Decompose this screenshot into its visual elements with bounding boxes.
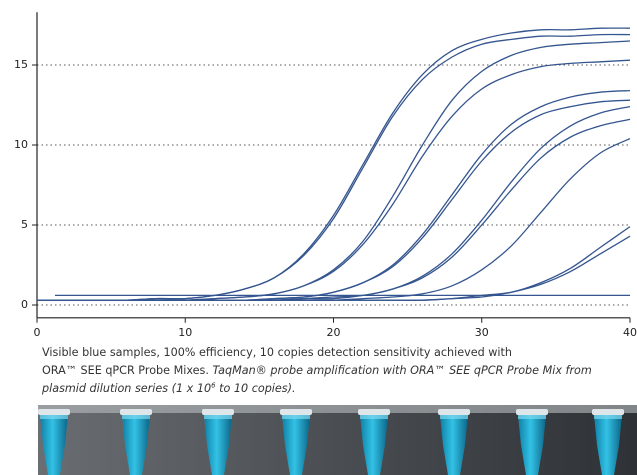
caption-superscript: 6: [211, 381, 216, 390]
x-tick-label: 10: [178, 326, 192, 339]
caption: Visible blue samples, 100% efficiency, 1…: [42, 344, 637, 398]
amplification-curve: [37, 33, 631, 301]
x-tick-label: 40: [623, 326, 637, 339]
x-tick-label: 30: [475, 326, 489, 339]
y-tick-label: 10: [14, 138, 28, 151]
amplification-curve: [37, 89, 631, 301]
x-tick-label: 20: [327, 326, 341, 339]
amplification-curve: [37, 226, 631, 301]
caption-line: Visible blue samples, 100% efficiency, 1…: [42, 346, 512, 359]
x-tick-label: 0: [34, 326, 41, 339]
photo-strip: [38, 405, 637, 413]
y-tick-label: 5: [21, 218, 28, 231]
amplification-curve: [37, 40, 631, 301]
y-tick-label: 15: [14, 58, 28, 71]
amplification-curve: [37, 59, 631, 301]
amplification-curve: [37, 27, 631, 301]
amplification-curve: [37, 235, 631, 301]
amplification-curve: [37, 118, 631, 301]
caption-italic-text: to 10 copies).: [215, 382, 296, 395]
caption-italic: TaqMan® probe amplification with ORA™ SE…: [212, 364, 592, 377]
caption-text: ORA™ SEE qPCR Probe Mixes.: [42, 364, 209, 377]
y-tick-label: 0: [21, 298, 28, 311]
caption-italic-text: plasmid dilution series (1 x 10: [42, 382, 212, 395]
tube-photo: [38, 405, 637, 475]
chart: 0 5 10 15 0 10 20 30 40: [14, 12, 637, 339]
caption-italic: plasmid dilution series (1 x 106 to 10 c…: [42, 382, 296, 395]
